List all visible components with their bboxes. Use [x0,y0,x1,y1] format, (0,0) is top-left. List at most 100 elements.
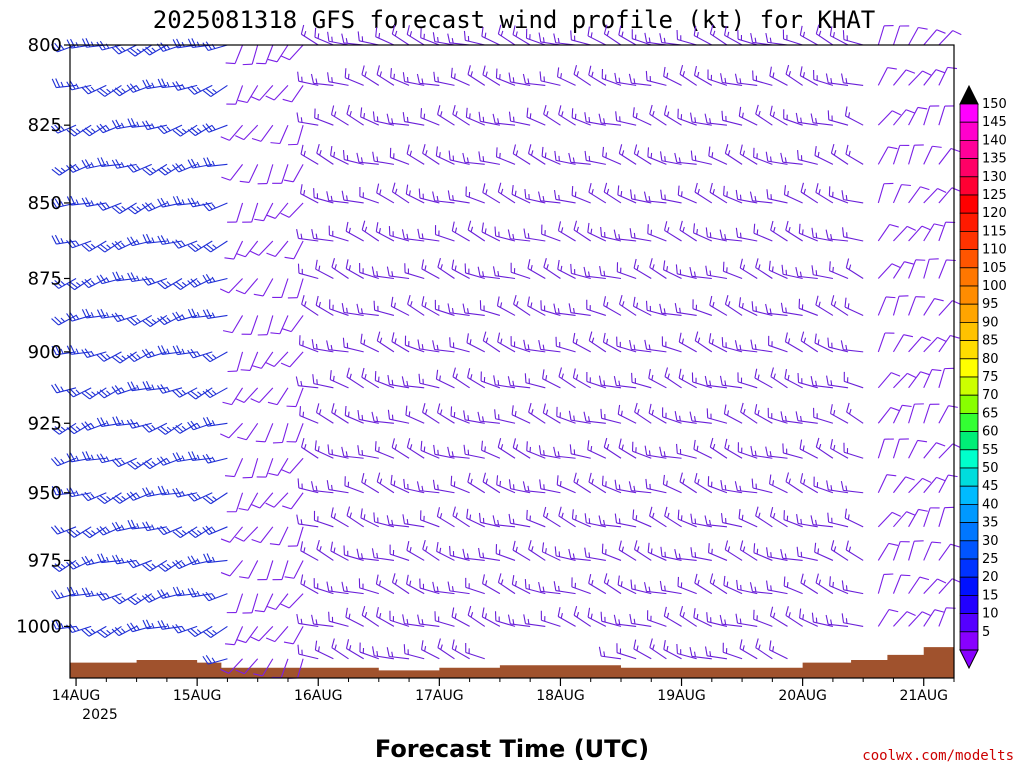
wind-barb-shaft [279,315,289,334]
colorbar-label: 40 [982,497,999,512]
wind-barb-flag [840,481,844,491]
wind-barb-flag [81,129,90,137]
wind-barb-half-flag [120,314,125,320]
wind-barb-shaft [293,560,304,579]
wind-barb-flag [553,189,557,200]
wind-barb-flag [689,411,693,422]
wind-barb [360,333,380,353]
wind-barb-flag [447,446,451,457]
wind-barb [202,453,228,464]
wind-barb-flag [648,403,652,414]
wind-barb-half-flag [817,548,820,554]
wind-barb-shaft [243,526,259,542]
wind-barb [50,124,77,134]
wind-barb [825,614,849,627]
wind-barb-half-flag [409,580,412,586]
wind-barb-flag [886,474,897,477]
wind-barb-flag [205,389,214,397]
wind-barb [829,261,849,279]
wind-barb [633,540,652,561]
wind-barb [452,105,470,126]
wind-barb [843,371,864,389]
wind-barb [843,442,864,459]
wind-barb-half-flag [652,644,655,650]
wind-barb [796,514,818,528]
wind-barb-half-flag [848,408,852,415]
wind-barb [800,473,819,494]
wind-barb [156,42,183,52]
wind-barb-flag [111,597,120,605]
wind-barb-flag [145,380,151,391]
wind-barb-half-flag [376,271,379,277]
wind-barb [542,403,561,424]
wind-barb-flag [175,281,184,289]
wind-barb-half-flag [606,188,610,195]
wind-barb-flag [600,611,603,622]
wind-barb [81,387,107,400]
wind-barb-flag [141,425,150,433]
wind-barb [326,480,349,494]
wind-barb-flag [739,144,743,155]
wind-barb [704,113,728,126]
wind-barb [877,474,897,493]
wind-barb-half-flag [697,478,700,485]
wind-barb [598,646,622,660]
wind-barb [235,526,259,542]
wind-barb [329,299,349,316]
wind-barb-flag [142,462,151,470]
wind-barb [51,78,77,89]
wind-barb-half-flag [90,41,94,47]
wind-barb-half-flag [769,451,772,457]
wind-barb-half-flag [771,266,774,272]
wind-barb-flag [931,369,942,372]
wind-barb-half-flag [75,426,81,431]
wind-barb-half-flag [741,112,744,118]
wind-barb-flag [160,456,167,465]
colorbar-label: 125 [982,188,1007,203]
wind-barb [827,512,849,528]
wind-barb-half-flag [679,307,681,314]
wind-barb-half-flag [90,350,95,356]
wind-barb-flag [799,66,803,76]
wind-barb-shaft [938,443,954,459]
wind-barb-flag [310,73,315,84]
wind-barb-half-flag [376,416,379,422]
wind-barb [297,478,319,494]
wind-barb [677,576,697,595]
wind-barb-flag [842,227,845,237]
wind-barb [877,263,901,279]
wind-barb [765,303,788,316]
wind-barb-flag [811,227,814,238]
wind-barb [312,374,334,389]
wind-barb-flag [447,581,451,591]
wind-barb-flag [300,541,304,551]
wind-barb-flag [202,593,210,602]
wind-barb-flag [494,226,497,237]
wind-barb-half-flag [455,111,458,117]
wind-barb [528,540,546,561]
wind-barb-shaft [243,658,259,675]
wind-barb-half-flag [378,446,380,453]
wind-barb-half-flag [212,244,217,249]
wind-barb [583,411,606,424]
wind-barb-half-flag [121,274,125,281]
wind-barb [785,472,803,494]
wind-barb-flag [225,62,236,65]
wind-barb [226,593,244,614]
wind-barb [126,622,152,633]
wind-barb-flag [81,422,89,431]
wind-barb [598,113,622,126]
wind-barb-flag [799,25,803,36]
wind-barb-flag [482,65,486,75]
wind-barb-flag [202,354,211,363]
colorbar-label: 115 [982,224,1007,239]
wind-barb [734,481,758,494]
wind-barb [908,371,930,389]
wind-barb-flag [830,295,835,305]
wind-barb [235,387,259,404]
wind-barb [300,541,319,561]
wind-barb-flag [142,619,148,629]
wind-barb-half-flag [120,122,125,128]
wind-barb-half-flag [454,73,456,79]
wind-barb-half-flag [409,31,413,37]
